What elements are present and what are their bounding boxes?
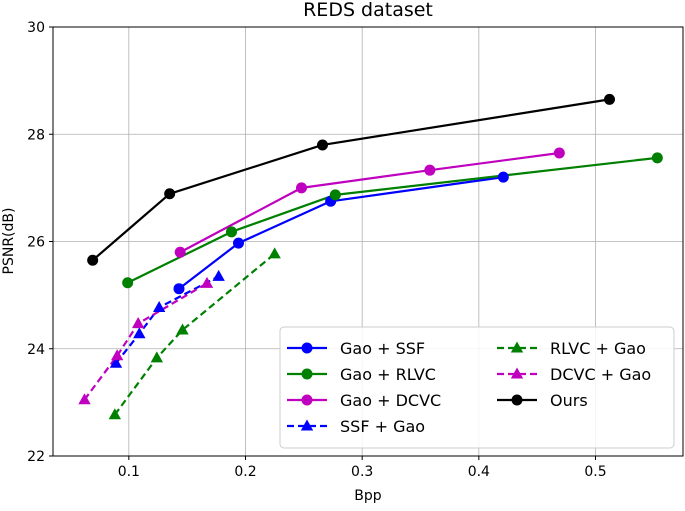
legend-marker-gao-ssf [301,342,313,354]
y-tick-label: 26 [27,235,45,251]
data-point-ours [87,254,99,266]
axis-ticks: 0.1 0.2 0.3 0.4 0.5 22 24 26 28 30 [27,20,606,480]
legend-label-dcvc-gao: DCVC + Gao [550,365,651,384]
data-point-gao-dcvc [174,246,186,258]
series-line-gao-rlvc [127,156,658,284]
y-axis-label: PSNR(dB) [1,208,17,275]
data-point-ours [317,139,328,151]
legend-label-rlvc-gao: RLVC + Gao [550,339,646,358]
data-point-ssf-gao [109,356,123,368]
data-point-gao-rlvc [226,226,237,238]
data-point-gao-ssf [233,237,244,249]
series-line-ours [91,98,610,262]
series-line-dcvc-gao [83,282,208,401]
legend-marker-rlvc-gao [510,341,524,353]
data-point-gao-dcvc [296,182,307,194]
data-point-gao-rlvc [651,152,663,164]
legend-marker-ssf-gao [300,419,314,431]
data-point-rlvc-gao [268,247,281,259]
data-point-dcvc-gao [131,317,145,329]
data-point-gao-dcvc [424,164,436,176]
legend-box [279,326,675,449]
data-point-dcvc-gao [200,276,214,288]
x-tick-label: 0.2 [234,464,256,480]
data-point-gao-ssf [173,283,185,295]
legend-label-gao-rlvc: Gao + RLVC [340,365,436,384]
data-point-ssf-gao [212,269,225,281]
data-point-rlvc-gao [108,408,122,420]
x-axis-label: Bpp [354,488,381,504]
series-line-ssf-gao [115,275,220,364]
data-point-ssf-gao [152,300,166,313]
data-point-gao-ssf [497,171,509,183]
data-point-dcvc-gao [110,349,124,361]
legend-marker-dcvc-gao [510,367,524,379]
data-point-ssf-gao [133,327,146,339]
series-line-gao-dcvc [179,151,560,254]
series-markers [78,93,663,420]
data-point-dcvc-gao [78,393,91,405]
x-tick-label: 0.3 [351,464,373,480]
x-tick-label: 0.1 [118,464,140,480]
legend-label-gao-dcvc: Gao + DCVC [340,391,441,410]
y-tick-label: 22 [27,449,45,465]
y-tick-label: 24 [27,342,45,358]
data-point-rlvc-gao [150,351,164,363]
data-point-ours [164,188,176,200]
data-point-gao-rlvc [329,189,341,201]
data-point-gao-dcvc [553,147,565,159]
data-point-ours [604,93,615,105]
data-point-rlvc-gao [176,323,189,335]
legend-marker-ours [511,394,523,406]
x-tick-label: 0.4 [468,464,490,480]
series-line-gao-ssf [178,176,504,290]
legend-marker-gao-rlvc [301,368,313,380]
y-tick-label: 30 [27,20,45,36]
legend-label-gao-ssf: Gao + SSF [340,339,425,358]
chart-title: REDS dataset [303,0,433,21]
legend-marker-gao-dcvc [301,394,313,406]
series-line-rlvc-gao [113,252,276,416]
y-tick-label: 28 [27,127,45,143]
data-point-gao-rlvc [122,277,134,289]
legend-label-ours: Ours [550,391,588,410]
legend: Gao + SSF Gao + RLVC Gao + DCVC SSF + Gao RL… [279,326,675,449]
x-tick-label: 0.5 [584,464,606,480]
legend-label-ssf-gao: SSF + Gao [340,417,425,436]
